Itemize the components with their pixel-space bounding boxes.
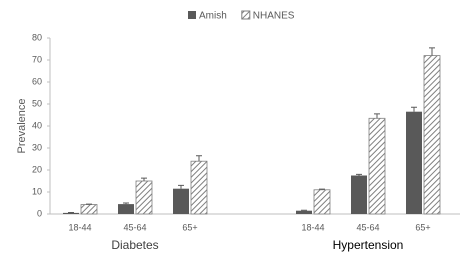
error-bar: [178, 184, 184, 189]
legend-label: NHANES: [253, 11, 295, 22]
y-tick-label: 20: [32, 164, 42, 174]
x-tick-label: 65+: [415, 222, 430, 232]
legend-swatch: [188, 11, 196, 19]
bar: [80, 204, 98, 215]
error-bar: [411, 106, 417, 112]
y-tick-label: 30: [32, 142, 42, 152]
error-bar: [123, 202, 129, 205]
bar: [190, 160, 208, 215]
error-bar: [429, 47, 435, 56]
y-tick-label: 10: [32, 186, 42, 196]
x-tick-label: 45-64: [123, 222, 146, 232]
group-label: Diabetes: [111, 238, 158, 252]
bar: [406, 111, 422, 214]
bar: [118, 204, 134, 214]
y-tick-label: 0: [37, 208, 42, 218]
x-tick-label: 65+: [182, 222, 197, 232]
error-bar: [356, 173, 362, 176]
bar: [63, 212, 79, 214]
x-tick-label: 18-44: [301, 222, 324, 232]
x-tick-label: 18-44: [68, 222, 91, 232]
error-bar: [196, 155, 202, 162]
x-tick-label: 45-64: [356, 222, 379, 232]
y-tick-label: 80: [32, 32, 42, 42]
group-label: Hypertension: [333, 238, 404, 252]
y-tick-label: 60: [32, 76, 42, 86]
y-tick-label: 40: [32, 120, 42, 130]
bar: [423, 55, 441, 215]
bar: [135, 180, 153, 215]
error-bar: [374, 113, 380, 119]
bar: [173, 188, 189, 214]
y-axis-label: Prevalence: [16, 98, 28, 153]
bar: [313, 189, 331, 215]
error-bar: [141, 177, 147, 181]
bar: [351, 175, 367, 214]
bar: [368, 117, 386, 215]
y-tick-label: 70: [32, 54, 42, 64]
bar: [296, 210, 312, 214]
legend-swatch: [241, 10, 251, 20]
legend-label: Amish: [199, 11, 227, 22]
y-tick-label: 50: [32, 98, 42, 108]
error-bar: [319, 188, 325, 190]
